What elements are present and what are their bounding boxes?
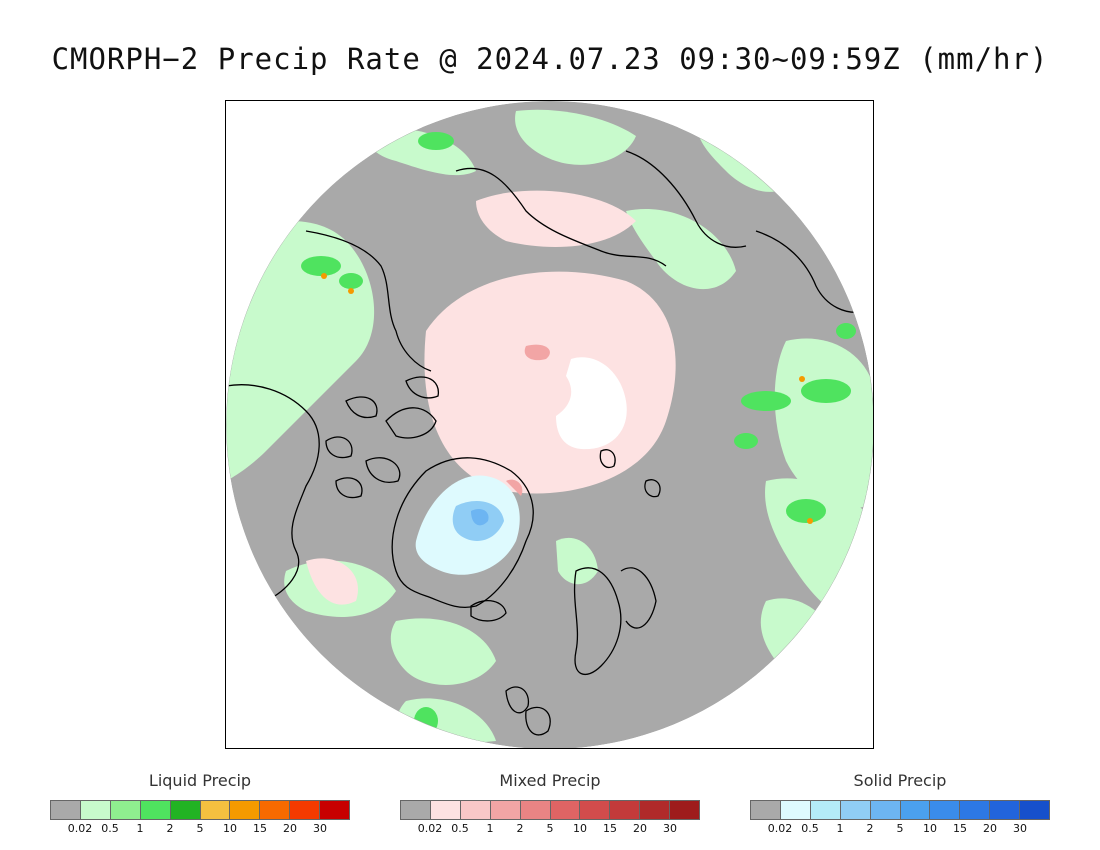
legend-swatch <box>80 801 111 819</box>
chart-title: CMORPH−2 Precip Rate @ 2024.07.23 09:30~… <box>51 42 1049 76</box>
legend-liquid-title: Liquid Precip <box>148 771 252 790</box>
legend-tick-label: 10 <box>223 822 237 835</box>
legend-swatch <box>640 801 671 819</box>
legend-swatch <box>490 801 521 819</box>
legend-liquid-colorbar <box>50 800 350 820</box>
legend-tick-label: 20 <box>283 822 297 835</box>
legend-swatch <box>430 801 461 819</box>
legend-tick-label: 2 <box>516 822 524 835</box>
polar-map-svg <box>226 101 873 748</box>
legend-swatch <box>930 801 961 819</box>
legend-swatch <box>290 801 321 819</box>
legend-swatch <box>1020 801 1050 819</box>
legend-swatch <box>51 801 81 819</box>
legend-mixed: Mixed Precip 0.02 0.5 1 2 5 10 15 20 30 <box>400 770 700 838</box>
legend-swatch <box>610 801 641 819</box>
coastlines <box>226 150 867 736</box>
legend-liquid: Liquid Precip 0.02 0.5 1 2 5 10 15 20 30 <box>50 770 350 838</box>
legend-tick-label: 10 <box>573 822 587 835</box>
legend-swatch <box>170 801 201 819</box>
legend-tick-label: 30 <box>313 822 327 835</box>
legend-swatch <box>870 801 901 819</box>
legend-tick-label: 10 <box>923 822 937 835</box>
legend-swatch <box>780 801 811 819</box>
legend-tick-label: 15 <box>953 822 967 835</box>
legend-swatch <box>200 801 231 819</box>
legend-tick-label: 15 <box>603 822 617 835</box>
legend-tick-label: 0.5 <box>101 822 119 835</box>
legend-tick-label: 0.5 <box>801 822 819 835</box>
legend-swatch <box>260 801 291 819</box>
legend-mixed-colorbar <box>400 800 700 820</box>
legend-tick-label: 0.5 <box>451 822 469 835</box>
legend-swatch <box>580 801 611 819</box>
legend-tick-label: 0.02 <box>67 822 93 835</box>
legend-tick-label: 20 <box>983 822 997 835</box>
legend-swatch <box>550 801 581 819</box>
solid-precip-areas <box>415 475 520 575</box>
legend-tick-label: 20 <box>633 822 647 835</box>
legend-tick-label: 30 <box>1013 822 1027 835</box>
legend-swatch <box>460 801 491 819</box>
legend-tick-label: 1 <box>136 822 144 835</box>
legend-swatch <box>751 801 781 819</box>
legend-swatch <box>670 801 700 819</box>
heavy-precip-cells <box>321 273 813 524</box>
legend-tick-label: 5 <box>546 822 554 835</box>
legend-tick-label: 30 <box>663 822 677 835</box>
legend-swatch <box>810 801 841 819</box>
no-data-patch <box>556 357 627 450</box>
legend-swatch <box>320 801 350 819</box>
legend-swatch <box>140 801 171 819</box>
legend-swatch <box>520 801 551 819</box>
legend-tick-label: 15 <box>253 822 267 835</box>
legend-tick-label: 1 <box>836 822 844 835</box>
legend-swatch <box>840 801 871 819</box>
mixed-precip-moderate <box>506 344 550 496</box>
legend-swatch <box>990 801 1021 819</box>
legend-tick-label: 0.02 <box>417 822 443 835</box>
legend-swatch <box>230 801 261 819</box>
legend-solid-title: Solid Precip <box>853 771 947 790</box>
legend-mixed-ticks: 0.02 0.5 1 2 5 10 15 20 30 <box>400 822 700 838</box>
precip-map <box>225 100 874 749</box>
legend-solid: Solid Precip 0.02 0.5 1 2 5 10 15 20 30 <box>750 770 1050 838</box>
legend-mixed-title: Mixed Precip <box>499 771 601 790</box>
legend-swatch <box>401 801 431 819</box>
legend-tick-label: 2 <box>166 822 174 835</box>
legend-tick-label: 1 <box>486 822 494 835</box>
legend-swatch <box>960 801 991 819</box>
legend-tick-label: 5 <box>196 822 204 835</box>
legend-tick-label: 2 <box>866 822 874 835</box>
legend-tick-label: 5 <box>896 822 904 835</box>
legend-swatch <box>900 801 931 819</box>
legend-swatch <box>110 801 141 819</box>
legend-tick-label: 0.02 <box>767 822 793 835</box>
legend-solid-ticks: 0.02 0.5 1 2 5 10 15 20 30 <box>750 822 1050 838</box>
legend-solid-colorbar <box>750 800 1050 820</box>
legend-liquid-ticks: 0.02 0.5 1 2 5 10 15 20 30 <box>50 822 350 838</box>
